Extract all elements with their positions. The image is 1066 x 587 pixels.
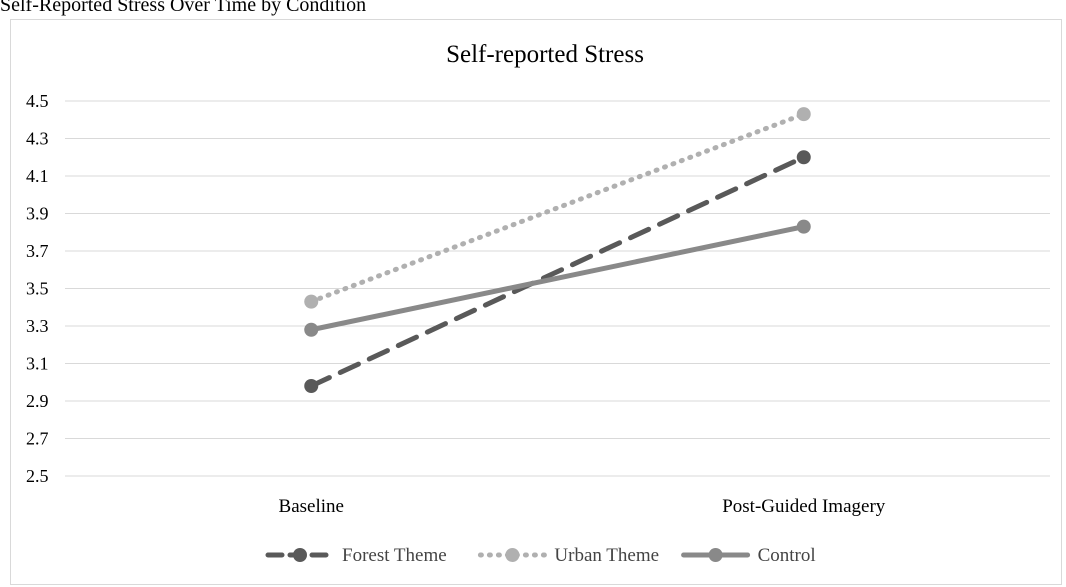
legend-label: Control	[758, 545, 816, 566]
data-point	[796, 219, 811, 234]
legend-label: Urban Theme	[554, 545, 659, 566]
y-tick-label: 2.7	[26, 429, 49, 449]
series-line	[308, 224, 807, 333]
data-point	[796, 150, 811, 165]
legend-marker	[505, 548, 520, 562]
legend-label: Forest Theme	[342, 545, 447, 566]
y-tick-label: 3.1	[26, 354, 49, 374]
x-category-label: Post-Guided Imagery	[722, 496, 886, 517]
y-axis-ticks: 2.5 2.7 2.9 3.1 3.3 3.5 3.7 3.9 4.1 4.3 4.5	[26, 91, 49, 486]
figure-caption: Self-Reported Stress Over Time by Condit…	[0, 0, 367, 16]
y-tick-label: 2.9	[26, 391, 49, 411]
data-point	[304, 294, 319, 309]
series-lines	[304, 107, 811, 393]
x-axis-categories: Baseline Post-Guided Imagery	[279, 496, 886, 517]
series-line	[308, 154, 807, 389]
series-line	[308, 111, 807, 305]
data-point	[304, 322, 319, 337]
legend: Forest Theme Urban Theme Control	[265, 545, 816, 566]
gridlines	[65, 100, 1050, 477]
y-tick-label: 3.7	[26, 241, 49, 261]
chart-title: Self-reported Stress	[446, 41, 644, 68]
legend-marker	[293, 548, 307, 562]
y-tick-label: 3.9	[26, 204, 49, 224]
y-tick-label: 4.1	[26, 166, 49, 186]
y-tick-label: 3.5	[26, 279, 49, 299]
y-tick-label: 4.5	[26, 91, 49, 111]
y-tick-label: 3.3	[26, 316, 49, 336]
x-category-label: Baseline	[279, 496, 344, 517]
y-tick-label: 4.3	[26, 129, 49, 149]
legend-marker	[708, 548, 723, 562]
chart-frame	[10, 19, 1062, 585]
data-point	[796, 107, 811, 122]
y-tick-label: 2.5	[26, 466, 49, 486]
data-point	[304, 379, 319, 393]
